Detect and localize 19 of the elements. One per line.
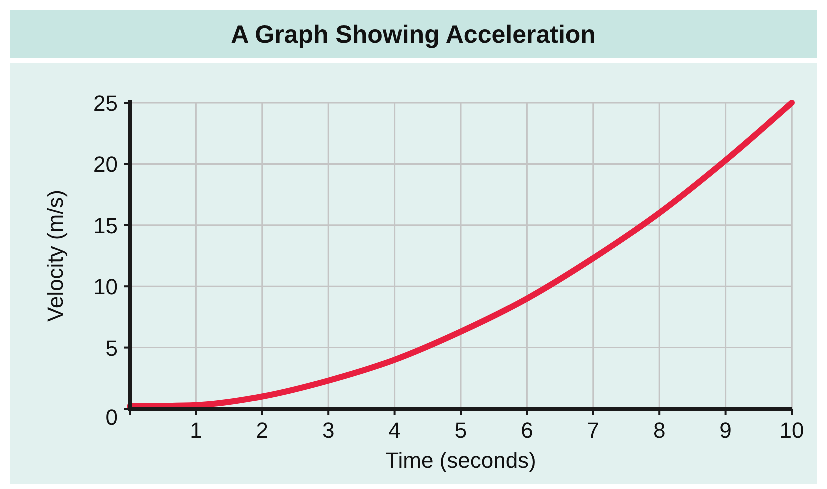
y-tick-label: 5 xyxy=(106,336,118,361)
x-tick-label: 9 xyxy=(720,418,732,443)
chart-title: A Graph Showing Acceleration xyxy=(231,21,596,49)
x-tick-label: 7 xyxy=(587,418,600,443)
x-tick-label: 1 xyxy=(190,418,202,443)
x-tick-label: 4 xyxy=(388,418,401,443)
y-tick-label: 10 xyxy=(94,274,118,300)
y-tick-label: 20 xyxy=(94,152,118,178)
x-tick-label: 8 xyxy=(653,418,666,443)
x-tick-label: 5 xyxy=(454,418,468,443)
y-tick-label: 15 xyxy=(94,213,118,238)
x-tick-label: 6 xyxy=(521,418,534,443)
y-tick-label: 25 xyxy=(94,91,118,116)
y-axis-title: Velocity (m/s) xyxy=(43,190,68,322)
x-tick-label: 3 xyxy=(322,418,335,443)
x-tick-label: 10 xyxy=(780,418,804,443)
x-axis-title: Time (seconds) xyxy=(386,448,536,473)
x-tick-label: 2 xyxy=(256,418,269,443)
y-tick-label: 0 xyxy=(106,405,118,430)
